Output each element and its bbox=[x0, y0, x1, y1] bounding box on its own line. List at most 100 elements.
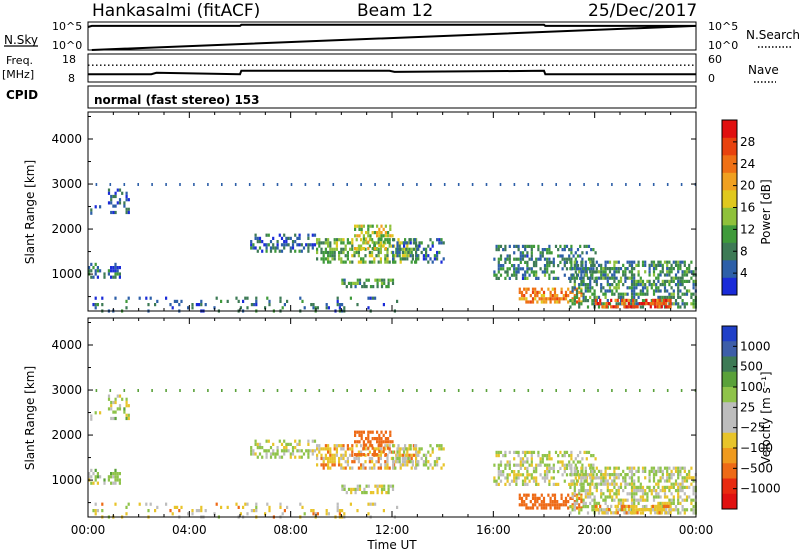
echo-cell bbox=[677, 289, 680, 293]
echo-cell bbox=[338, 460, 341, 464]
echo-cell bbox=[369, 296, 372, 300]
echo-cell bbox=[362, 260, 365, 264]
echo-cell bbox=[180, 505, 183, 509]
echo-cell bbox=[380, 430, 383, 434]
echo-cell bbox=[531, 506, 535, 510]
echo-cell bbox=[96, 481, 99, 485]
echo-cell bbox=[362, 443, 365, 447]
echo-cell bbox=[371, 296, 374, 300]
echo-cell bbox=[373, 257, 376, 261]
echo-cell bbox=[666, 466, 669, 470]
echo-cell bbox=[371, 453, 374, 457]
echo-cell bbox=[387, 446, 390, 450]
echo-cell bbox=[580, 263, 583, 267]
echo-cell bbox=[242, 299, 245, 303]
echo-cell bbox=[659, 263, 662, 267]
echo-cell bbox=[535, 264, 538, 268]
echo-cell bbox=[528, 473, 531, 477]
echo-cell bbox=[408, 444, 411, 448]
colorbar-tick-label: 500 bbox=[740, 360, 763, 374]
echo-cell bbox=[425, 453, 428, 457]
echo-cell bbox=[358, 433, 361, 437]
echo-cell bbox=[198, 303, 201, 307]
echo-cell bbox=[387, 487, 390, 491]
echo-cell bbox=[303, 306, 306, 310]
echo-cell bbox=[215, 296, 218, 300]
echo-cell bbox=[655, 267, 658, 271]
echo-cell bbox=[343, 278, 346, 282]
echo-cell bbox=[613, 498, 616, 502]
echo-cell bbox=[396, 453, 399, 457]
echo-cell bbox=[666, 270, 669, 274]
echo-cell bbox=[604, 295, 607, 299]
echo-cell bbox=[349, 260, 352, 264]
cpid-label: CPID bbox=[6, 88, 38, 102]
echo-cell bbox=[629, 305, 633, 309]
echo-cell bbox=[373, 260, 376, 264]
echo-cell bbox=[586, 289, 590, 293]
echo-cell bbox=[415, 247, 418, 251]
echo-cell bbox=[261, 446, 264, 450]
echo-cell bbox=[283, 452, 286, 456]
echo-cell bbox=[555, 183, 557, 186]
echo-cell bbox=[606, 473, 609, 477]
echo-cell bbox=[619, 485, 623, 489]
echo-cell bbox=[429, 238, 432, 242]
echo-cell bbox=[574, 476, 577, 480]
echo-cell bbox=[125, 306, 128, 310]
echo-cell bbox=[300, 449, 303, 453]
echo-cell bbox=[659, 273, 662, 277]
echo-cell bbox=[374, 502, 377, 506]
echo-cell bbox=[573, 466, 576, 470]
echo-cell bbox=[283, 240, 286, 244]
echo-cell bbox=[171, 306, 174, 310]
echo-cell bbox=[390, 244, 393, 248]
echo-cell bbox=[559, 466, 562, 470]
echo-cell bbox=[358, 234, 361, 238]
echo-cell bbox=[677, 283, 680, 287]
echo-cell bbox=[652, 292, 656, 296]
echo-cell bbox=[655, 263, 658, 267]
echo-cell bbox=[611, 479, 614, 483]
echo-cell bbox=[579, 276, 582, 280]
echo-cell bbox=[665, 504, 668, 508]
echo-cell bbox=[442, 447, 445, 451]
echo-cell bbox=[615, 267, 618, 271]
echo-cell bbox=[377, 254, 380, 258]
echo-cell bbox=[668, 267, 671, 271]
echo-cell bbox=[633, 473, 636, 477]
echo-cell bbox=[657, 289, 660, 293]
echo-cell bbox=[440, 241, 443, 245]
echo-cell bbox=[578, 508, 581, 512]
echo-cell bbox=[679, 260, 682, 264]
echo-cell bbox=[685, 289, 689, 293]
echo-cell bbox=[165, 502, 168, 506]
echo-cell bbox=[344, 460, 347, 464]
echo-cell bbox=[513, 273, 516, 277]
echo-cell bbox=[606, 482, 609, 486]
echo-cell bbox=[344, 450, 347, 454]
echo-cell bbox=[250, 446, 253, 450]
echo-cell bbox=[101, 509, 104, 513]
echo-cell bbox=[591, 508, 594, 512]
echo-cell bbox=[530, 248, 533, 252]
echo-cell bbox=[668, 260, 671, 264]
echo-cell bbox=[613, 270, 616, 274]
echo-cell bbox=[220, 505, 223, 509]
echo-cell bbox=[123, 201, 126, 205]
echo-cell bbox=[639, 511, 642, 515]
echo-cell bbox=[367, 240, 370, 244]
echo-cell bbox=[560, 290, 563, 294]
echo-cell bbox=[436, 460, 439, 464]
echo-cell bbox=[549, 503, 552, 507]
x-tick-label: 00:00 bbox=[679, 523, 714, 537]
echo-cell bbox=[414, 466, 417, 470]
echo-cell bbox=[92, 509, 95, 513]
echo-cell bbox=[384, 437, 387, 441]
echo-cell bbox=[298, 449, 301, 453]
echo-cell bbox=[589, 466, 592, 470]
echo-cell bbox=[597, 183, 599, 186]
freq-tick-top: 18 bbox=[62, 53, 76, 66]
echo-cell bbox=[641, 289, 645, 293]
echo-cell bbox=[360, 453, 363, 457]
